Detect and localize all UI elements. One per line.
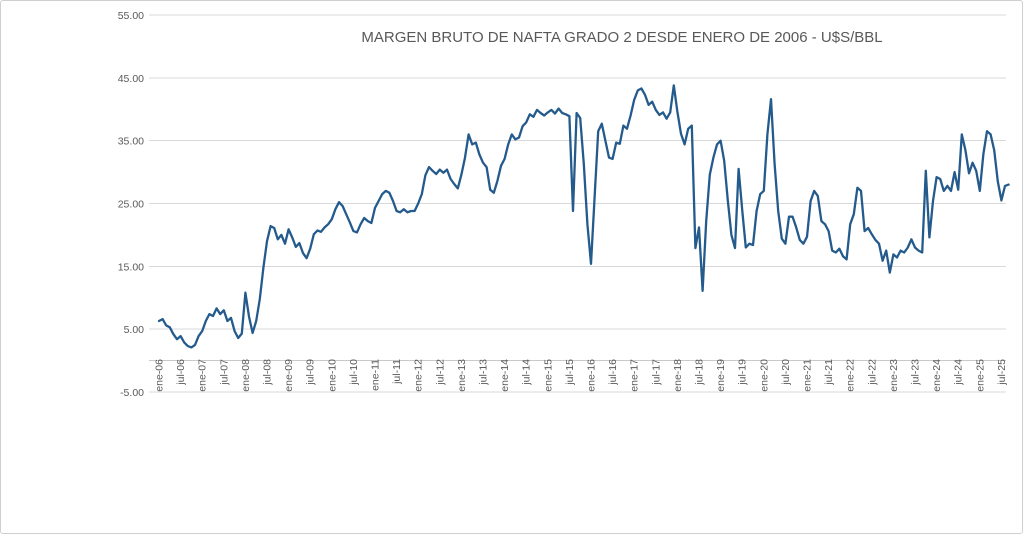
- x-tick-label: jul-20: [780, 359, 792, 386]
- y-tick-label: 55.00: [118, 10, 144, 22]
- x-tick-label: jul-21: [823, 359, 835, 386]
- y-tick-label: 45.00: [118, 73, 144, 85]
- x-tick-label: ene-23: [888, 359, 900, 392]
- x-tick-label: ene-15: [542, 359, 554, 392]
- x-tick-label: ene-16: [586, 359, 598, 392]
- x-tick-label: ene-19: [715, 359, 727, 392]
- x-tick-label: ene-12: [413, 359, 425, 392]
- x-tick-label: jul-22: [866, 359, 878, 386]
- y-axis-labels: 55.00 45.00 35.00 25.00 15.00 5.00 -5.00: [118, 10, 144, 399]
- x-tick-label: ene-18: [672, 359, 684, 392]
- chart-title: MARGEN BRUTO DE NAFTA GRADO 2 DESDE ENER…: [361, 29, 882, 46]
- x-tick-label: ene-07: [197, 359, 209, 392]
- x-tick-label: ene-13: [456, 359, 468, 392]
- x-tick-label: ene-09: [283, 359, 295, 392]
- x-tick-label: jul-12: [434, 359, 446, 386]
- x-axis-labels: ene-06 jul-06 ene-07 jul-07 ene-08 jul-08 ene-…: [154, 359, 1008, 392]
- x-tick-label: jul-18: [694, 359, 706, 386]
- x-tick-label: jul-24: [953, 359, 965, 386]
- y-tick-label: 5.00: [124, 324, 145, 336]
- x-tick-label: jul-13: [478, 359, 490, 386]
- x-tick-label: jul-16: [607, 359, 619, 386]
- x-tick-label: ene-14: [499, 359, 511, 392]
- gridlines: [149, 14, 1006, 393]
- x-tick-label: ene-24: [931, 359, 943, 392]
- x-tick-label: ene-22: [845, 359, 857, 392]
- x-tick-label: ene-25: [974, 359, 986, 392]
- x-tick-label: ene-06: [154, 359, 166, 392]
- x-tick-label: jul-19: [737, 359, 749, 386]
- x-tick-label: jul-25: [996, 359, 1008, 386]
- x-tick-label: ene-21: [802, 359, 814, 392]
- x-tick-label: jul-23: [910, 359, 922, 386]
- y-tick-label: 35.00: [118, 136, 144, 148]
- x-tick-label: ene-11: [370, 359, 382, 391]
- x-tick-label: jul-11: [391, 359, 403, 385]
- x-tick-label: jul-08: [262, 359, 274, 386]
- y-tick-label: 15.00: [118, 261, 144, 273]
- x-tick-label: jul-09: [305, 359, 317, 386]
- x-tick-label: jul-10: [348, 359, 360, 386]
- x-tick-label: jul-07: [218, 359, 230, 386]
- x-tick-label: jul-14: [521, 359, 533, 386]
- y-tick-label: -5.00: [120, 387, 144, 399]
- x-tick-label: ene-10: [326, 359, 338, 392]
- x-tick-label: ene-20: [758, 359, 770, 392]
- x-tick-label: jul-17: [650, 359, 662, 386]
- x-tick-label: jul-15: [564, 359, 576, 386]
- data-series-line: [157, 84, 1010, 349]
- x-tick-label: ene-08: [240, 359, 252, 392]
- x-tick-label: ene-17: [629, 359, 641, 392]
- y-tick-label: 25.00: [118, 199, 144, 211]
- x-tick-label: jul-06: [175, 359, 187, 386]
- margin-series-polyline: [157, 84, 1010, 349]
